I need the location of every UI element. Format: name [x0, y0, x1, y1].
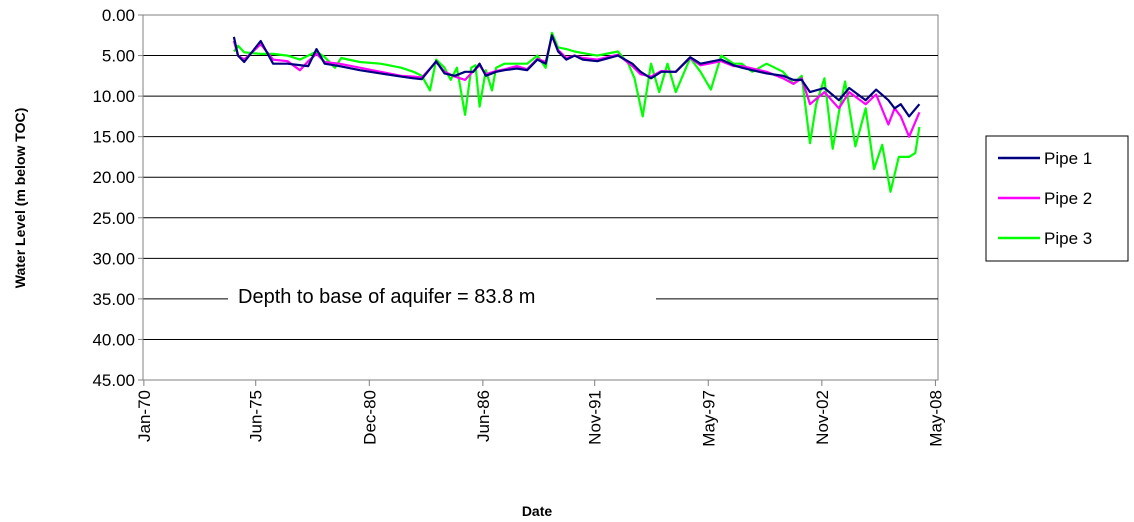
annotation-background	[228, 282, 656, 312]
legend-label-pipe-1: Pipe 1	[1044, 149, 1092, 168]
x-tick-label: Jun-86	[474, 390, 493, 442]
series-line-pipe-3	[233, 31, 921, 193]
y-axis-title: Water Level (m below TOC)	[12, 108, 28, 288]
annotation-label: Depth to base of aquifer = 83.8 m	[238, 286, 535, 308]
y-tick-label: 45.00	[92, 371, 135, 390]
y-tick-group: 0.00 5.00 10.00 15.00 20.00 25.00 30.00 35.00 40…	[92, 6, 143, 390]
plot-area	[142, 14, 939, 381]
x-tick-label: May-08	[926, 390, 945, 447]
x-tick-group: Jan-70 Jun-75 Dec-80 Jun-86 Nov-91 May-97 Nov-…	[135, 380, 945, 447]
y-tick-label: 15.00	[92, 128, 135, 147]
series-line-pipe-1	[232, 34, 921, 118]
y-tick-label: 0.00	[102, 6, 135, 25]
y-tick-label: 25.00	[92, 209, 135, 228]
x-tick-label: May-97	[699, 390, 718, 447]
legend: Pipe 1 Pipe 2 Pipe 3	[985, 135, 1129, 262]
series-lines	[232, 31, 921, 193]
y-tick-label: 10.00	[92, 87, 135, 106]
series-line-pipe-2	[232, 34, 921, 138]
x-tick-label: Dec-80	[360, 390, 379, 445]
x-tick-label: Jun-75	[247, 390, 266, 442]
x-tick-label: Nov-02	[813, 390, 832, 445]
x-tick-label: Nov-91	[586, 390, 605, 445]
y-tick-label: 35.00	[92, 290, 135, 309]
x-axis-title: Date	[522, 503, 553, 519]
y-tick-label: 20.00	[92, 168, 135, 187]
y-tick-label: 30.00	[92, 249, 135, 268]
x-tick-label: Jan-70	[135, 390, 154, 442]
legend-label-pipe-2: Pipe 2	[1044, 189, 1092, 208]
legend-label-pipe-3: Pipe 3	[1044, 229, 1092, 248]
y-tick-label: 5.00	[102, 47, 135, 66]
y-tick-label: 40.00	[92, 330, 135, 349]
